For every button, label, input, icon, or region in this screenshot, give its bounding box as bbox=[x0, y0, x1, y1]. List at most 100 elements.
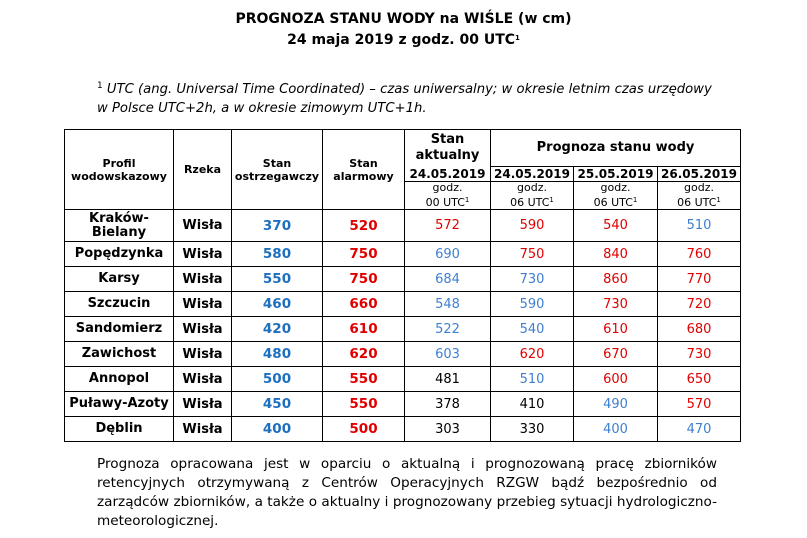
table-row: Popędzynka Wisła 580 750 690 750 840 760 bbox=[64, 241, 741, 267]
water-level-forecast-table: Profil wodowskazowy Rzeka Stan ostrzegaw… bbox=[64, 129, 741, 442]
forecast-cell-1: 410 bbox=[490, 391, 574, 417]
header-date-1: 24.05.2019 bbox=[490, 166, 574, 182]
current-level-cell: 572 bbox=[404, 209, 491, 242]
forecast-cell-1: 620 bbox=[490, 341, 574, 367]
forecast-cell-3: 570 bbox=[657, 391, 741, 417]
warning-level-cell: 480 bbox=[231, 341, 323, 367]
profile-name-cell: Szczucin bbox=[64, 291, 174, 317]
river-cell: Wisła bbox=[173, 341, 232, 367]
alarm-level-cell: 750 bbox=[322, 266, 405, 292]
header-current-time-b: 00 UTC1 bbox=[405, 194, 490, 209]
forecast-cell-1: 510 bbox=[490, 366, 574, 392]
title-footnote-marker: 1 bbox=[515, 34, 520, 42]
title-line-1: PROGNOZA STANU WODY na WIŚLE (w cm) bbox=[235, 11, 572, 27]
header-time-1: godz. 06 UTC1 bbox=[490, 181, 574, 210]
current-level-cell: 378 bbox=[404, 391, 491, 417]
header-warning-level: Stan ostrzegawczy bbox=[231, 129, 323, 210]
header-time-3-b: 06 UTC1 bbox=[658, 194, 740, 209]
utc-footnote: 1 UTC (ang. Universal Time Coordinated) … bbox=[97, 77, 737, 118]
forecast-cell-2: 400 bbox=[573, 416, 658, 442]
alarm-level-cell: 610 bbox=[322, 316, 405, 342]
forecast-cell-2: 860 bbox=[573, 266, 658, 292]
profile-name-cell: Karsy bbox=[64, 266, 174, 292]
alarm-level-cell: 660 bbox=[322, 291, 405, 317]
alarm-level-cell: 620 bbox=[322, 341, 405, 367]
river-cell: Wisła bbox=[173, 316, 232, 342]
forecast-cell-2: 490 bbox=[573, 391, 658, 417]
forecast-cell-3: 730 bbox=[657, 341, 741, 367]
footnote-text-a: UTC (ang. bbox=[102, 82, 177, 97]
forecast-cell-1: 540 bbox=[490, 316, 574, 342]
alarm-level-cell: 550 bbox=[322, 366, 405, 392]
header-time-1-b-text: 06 UTC bbox=[510, 196, 550, 209]
current-level-cell: 303 bbox=[404, 416, 491, 442]
forecast-cell-3: 770 bbox=[657, 266, 741, 292]
warning-level-cell: 450 bbox=[231, 391, 323, 417]
alarm-level-cell: 520 bbox=[322, 209, 405, 242]
forecast-cell-1: 750 bbox=[490, 241, 574, 267]
current-level-cell: 522 bbox=[404, 316, 491, 342]
forecast-cell-3: 470 bbox=[657, 416, 741, 442]
alarm-level-cell: 750 bbox=[322, 241, 405, 267]
footnote-text-b: Universal Time Coordinated bbox=[176, 82, 360, 97]
profile-name-cell: Dęblin bbox=[64, 416, 174, 442]
header-current-date: 24.05.2019 bbox=[404, 166, 491, 182]
footnote-marker: 1 bbox=[97, 81, 103, 91]
forecast-cell-1: 590 bbox=[490, 291, 574, 317]
current-level-cell: 603 bbox=[404, 341, 491, 367]
river-cell: Wisła bbox=[173, 416, 232, 442]
warning-level-cell: 370 bbox=[231, 209, 323, 242]
forecast-cell-3: 760 bbox=[657, 241, 741, 267]
forecast-cell-2: 540 bbox=[573, 209, 658, 242]
header-time-2-b: 06 UTC1 bbox=[574, 194, 657, 209]
current-level-cell: 481 bbox=[404, 366, 491, 392]
header-forecast: Prognoza stanu wody bbox=[490, 129, 741, 167]
header-current-time-b-text: 00 UTC bbox=[425, 196, 465, 209]
river-cell: Wisła bbox=[173, 241, 232, 267]
forecast-cell-2: 730 bbox=[573, 291, 658, 317]
header-time-3-b-text: 06 UTC bbox=[677, 196, 717, 209]
header-row-1: Profil wodowskazowy Rzeka Stan ostrzegaw… bbox=[64, 129, 741, 210]
alarm-level-cell: 500 bbox=[322, 416, 405, 442]
current-level-cell: 548 bbox=[404, 291, 491, 317]
footnote-line-2: w Polsce UTC+2h, a w okresie zimowym UTC… bbox=[97, 101, 427, 116]
forecast-cell-3: 720 bbox=[657, 291, 741, 317]
profile-name-cell: Sandomierz bbox=[64, 316, 174, 342]
page-title: PROGNOZA STANU WODY na WIŚLE (w cm) 24 m… bbox=[0, 10, 807, 50]
forecast-cell-3: 680 bbox=[657, 316, 741, 342]
current-level-cell: 684 bbox=[404, 266, 491, 292]
warning-level-cell: 580 bbox=[231, 241, 323, 267]
footnote-line-1: 1 UTC (ang. Universal Time Coordinated) … bbox=[97, 77, 737, 99]
warning-level-cell: 420 bbox=[231, 316, 323, 342]
footnote-text-c: ) – czas uniwersalny; w okresie letnim c… bbox=[359, 82, 712, 97]
header-time-1-a: godz. bbox=[517, 181, 547, 194]
header-time-1-b: 06 UTC1 bbox=[491, 194, 573, 209]
header-current-time: godz. 00 UTC1 bbox=[404, 181, 491, 210]
profile-name-cell: Puławy-Azoty bbox=[64, 391, 174, 417]
header-time-3-sup: 1 bbox=[716, 196, 721, 204]
header-date-2: 25.05.2019 bbox=[573, 166, 658, 182]
warning-level-cell: 400 bbox=[231, 416, 323, 442]
header-current-level: Stan aktualny bbox=[404, 129, 491, 167]
forecast-cell-1: 730 bbox=[490, 266, 574, 292]
table-row: Sandomierz Wisła 420 610 522 540 610 680 bbox=[64, 316, 741, 342]
header-time-2: godz. 06 UTC1 bbox=[573, 181, 658, 210]
title-line-2: 24 maja 2019 z godz. 00 UTC1 bbox=[0, 29, 807, 50]
table-row: Szczucin Wisła 460 660 548 590 730 720 bbox=[64, 291, 741, 317]
current-level-cell: 690 bbox=[404, 241, 491, 267]
warning-level-cell: 500 bbox=[231, 366, 323, 392]
header-row-times: godz. 00 UTC1 godz. 06 UTC1 godz. 06 UTC1 g… bbox=[65, 181, 741, 210]
river-cell: Wisła bbox=[173, 266, 232, 292]
header-time-1-sup: 1 bbox=[549, 196, 554, 204]
warning-level-cell: 550 bbox=[231, 266, 323, 292]
header-date-3: 26.05.2019 bbox=[657, 166, 741, 182]
table-row: Zawichost Wisła 480 620 603 620 670 730 bbox=[64, 341, 741, 367]
table-row: Annopol Wisła 500 550 481 510 600 650 bbox=[64, 366, 741, 392]
header-current-time-a: godz. bbox=[432, 181, 463, 194]
header-river: Rzeka bbox=[173, 129, 232, 210]
river-cell: Wisła bbox=[173, 366, 232, 392]
header-time-2-sup: 1 bbox=[632, 196, 638, 204]
header-profile: Profil wodowskazowy bbox=[64, 129, 174, 210]
table-body: Kraków-Bielany Wisła 370 520 572 590 540 510 Pop… bbox=[64, 209, 741, 442]
profile-name-cell: Popędzynka bbox=[64, 241, 174, 267]
